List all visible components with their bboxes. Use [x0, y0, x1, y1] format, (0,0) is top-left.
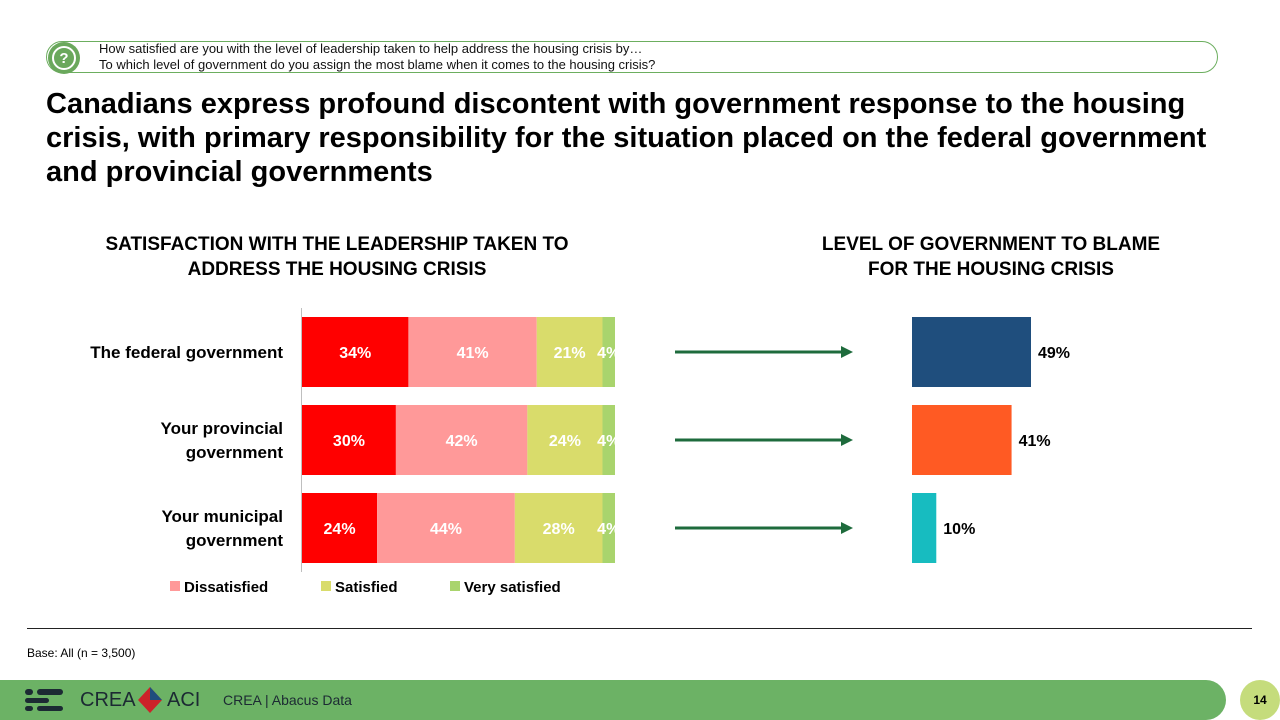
charts-canvas: The federal government 34% 41% 21% 4% Your pr…: [90, 308, 1070, 596]
stacked-bar-segment: [602, 317, 615, 387]
page-title: Canadians express profound discontent wi…: [46, 88, 1207, 188]
blame-value-label: 10%: [943, 521, 975, 538]
stacked-bar-segment: [527, 405, 603, 475]
legend-swatch: [450, 581, 460, 591]
logo-aci-text: ACI: [167, 689, 201, 711]
legend-label: Very satisfied: [464, 579, 561, 596]
stacked-bar-segment: [302, 493, 378, 563]
footer-bar: [0, 680, 1226, 720]
bar-value-label: 4%: [597, 433, 620, 450]
blame-chart-title-line1: LEVEL OF GOVERNMENT TO BLAME: [821, 234, 1161, 255]
category-label: government: [186, 531, 284, 550]
bar-value-label: 41%: [457, 345, 489, 362]
bar-value-label: 24%: [549, 433, 581, 450]
legend-swatch: [321, 581, 331, 591]
bar-value-label: 30%: [333, 433, 365, 450]
blame-bar: [912, 317, 1031, 387]
legend-label: Satisfied: [335, 579, 398, 596]
bar-value-label: 24%: [324, 521, 356, 538]
bar-value-label: 44%: [430, 521, 462, 538]
legend-label: Dissatisfied: [184, 579, 268, 596]
satisfaction-chart-title: SATISFACTION WITH THE LEADERSHIP TAKEN T…: [40, 232, 634, 282]
stacked-bar-segment: [302, 405, 396, 475]
arrow-head: [841, 434, 853, 446]
blame-bar: [912, 405, 1012, 475]
question-mark-icon: ?: [48, 42, 80, 74]
question-line-1: How satisfied are you with the level of …: [99, 41, 643, 56]
blame-value-label: 49%: [1038, 345, 1070, 362]
blame-chart-title-line2: FOR THE HOUSING CRISIS: [868, 259, 1114, 280]
bar-value-label: 42%: [446, 433, 478, 450]
maple-diamond-icon: [138, 687, 162, 713]
category-label: Your provincial: [161, 419, 284, 438]
category-label: government: [186, 443, 284, 462]
question-line-2: To which level of government do you assi…: [99, 57, 656, 72]
category-label: Your municipal: [161, 507, 283, 526]
satisfaction-chart-title-line1: SATISFACTION WITH THE LEADERSHIP TAKEN T…: [105, 234, 569, 255]
stacked-bar-segment: [602, 493, 615, 563]
blame-chart-title: LEVEL OF GOVERNMENT TO BLAME FOR THE HOU…: [780, 232, 1202, 282]
stacked-bar-segment: [408, 317, 537, 387]
stacked-bar-segment: [302, 317, 409, 387]
blame-bar: [912, 493, 937, 563]
stacked-bar-segment: [602, 405, 615, 475]
bar-value-label: 4%: [597, 345, 620, 362]
category-label: The federal government: [90, 343, 283, 362]
stacked-bar-segment: [395, 405, 528, 475]
svg-text:?: ?: [59, 50, 68, 67]
blame-value-label: 41%: [1019, 433, 1051, 450]
stacked-bar-segment: [514, 493, 603, 563]
page-number: 14: [1240, 680, 1280, 720]
legend-swatch: [170, 581, 180, 591]
question-box: [46, 41, 1218, 73]
satisfaction-chart-title-line2: ADDRESS THE HOUSING CRISIS: [187, 259, 487, 280]
bar-value-label: 34%: [339, 345, 371, 362]
bar-value-label: 4%: [597, 521, 620, 538]
arrow-head: [841, 346, 853, 358]
arrow-head: [841, 522, 853, 534]
divider-line: [27, 628, 1252, 629]
base-note: Base: All (n = 3,500): [27, 646, 136, 660]
bar-value-label: 28%: [543, 521, 575, 538]
stacked-bar-segment: [377, 493, 515, 563]
stacked-bar-segment: [536, 317, 603, 387]
logo-crea-text: CREA: [80, 689, 136, 711]
crea-logo-icon: [25, 689, 63, 711]
bar-value-label: 21%: [554, 345, 586, 362]
footer-label: CREA | Abacus Data: [223, 692, 352, 708]
